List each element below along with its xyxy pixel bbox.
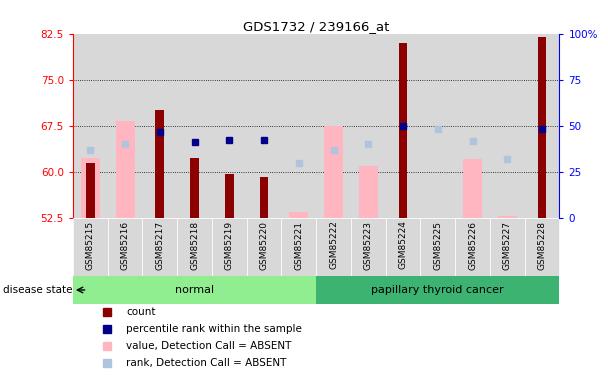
Bar (282, 34, 316, 218)
Text: GSM85223: GSM85223 (364, 220, 373, 270)
Bar (86, 162, 95, 218)
Text: disease state: disease state (4, 285, 73, 295)
Bar (537, 37, 547, 218)
Bar (420, 34, 455, 218)
Text: GSM85221: GSM85221 (294, 220, 303, 270)
Text: GSM85222: GSM85222 (329, 220, 338, 270)
Text: GSM85217: GSM85217 (155, 220, 164, 270)
Bar (316, 218, 351, 276)
Text: GSM85220: GSM85220 (260, 220, 269, 270)
Bar (490, 34, 525, 218)
Bar (116, 121, 134, 218)
Bar (156, 110, 164, 218)
Bar (385, 34, 420, 218)
Bar (108, 218, 142, 276)
Bar (108, 34, 142, 218)
Bar (359, 166, 378, 218)
Bar (289, 211, 308, 218)
Bar (525, 34, 559, 218)
Text: value, Detection Call = ABSENT: value, Detection Call = ABSENT (126, 341, 292, 351)
Bar (351, 218, 385, 276)
Text: rank, Detection Call = ABSENT: rank, Detection Call = ABSENT (126, 358, 287, 368)
Bar (455, 218, 490, 276)
Bar (351, 34, 385, 218)
Text: papillary thyroid cancer: papillary thyroid cancer (371, 285, 504, 295)
Bar (385, 218, 420, 276)
Bar (142, 34, 177, 218)
Text: GSM85215: GSM85215 (86, 220, 95, 270)
Text: normal: normal (175, 285, 214, 295)
Text: GSM85216: GSM85216 (120, 220, 130, 270)
Text: GSM85226: GSM85226 (468, 220, 477, 270)
Text: GSM85228: GSM85228 (537, 220, 547, 270)
Bar (212, 34, 247, 218)
Title: GDS1732 / 239166_at: GDS1732 / 239166_at (243, 20, 389, 33)
Bar (525, 218, 559, 276)
Bar (420, 218, 455, 276)
Bar (260, 177, 268, 218)
Bar (247, 218, 282, 276)
Bar (324, 126, 343, 218)
Text: GSM85218: GSM85218 (190, 220, 199, 270)
Bar (81, 158, 100, 218)
Text: percentile rank within the sample: percentile rank within the sample (126, 324, 302, 334)
Text: count: count (126, 307, 156, 317)
Bar (177, 34, 212, 218)
Bar (190, 158, 199, 218)
Bar (73, 34, 108, 218)
Bar (73, 218, 108, 276)
Text: GSM85225: GSM85225 (434, 220, 442, 270)
Bar (225, 174, 233, 218)
Bar (399, 43, 407, 218)
Bar (463, 159, 482, 218)
Bar (73, 276, 316, 304)
Bar (212, 218, 247, 276)
Bar (316, 34, 351, 218)
Bar (490, 218, 525, 276)
Bar (282, 218, 316, 276)
Bar (142, 218, 177, 276)
Bar (455, 34, 490, 218)
Text: GSM85224: GSM85224 (398, 220, 407, 270)
Text: GSM85227: GSM85227 (503, 220, 512, 270)
Text: GSM85219: GSM85219 (225, 220, 234, 270)
Bar (498, 216, 517, 218)
Bar (316, 276, 559, 304)
Bar (177, 218, 212, 276)
Bar (247, 34, 282, 218)
